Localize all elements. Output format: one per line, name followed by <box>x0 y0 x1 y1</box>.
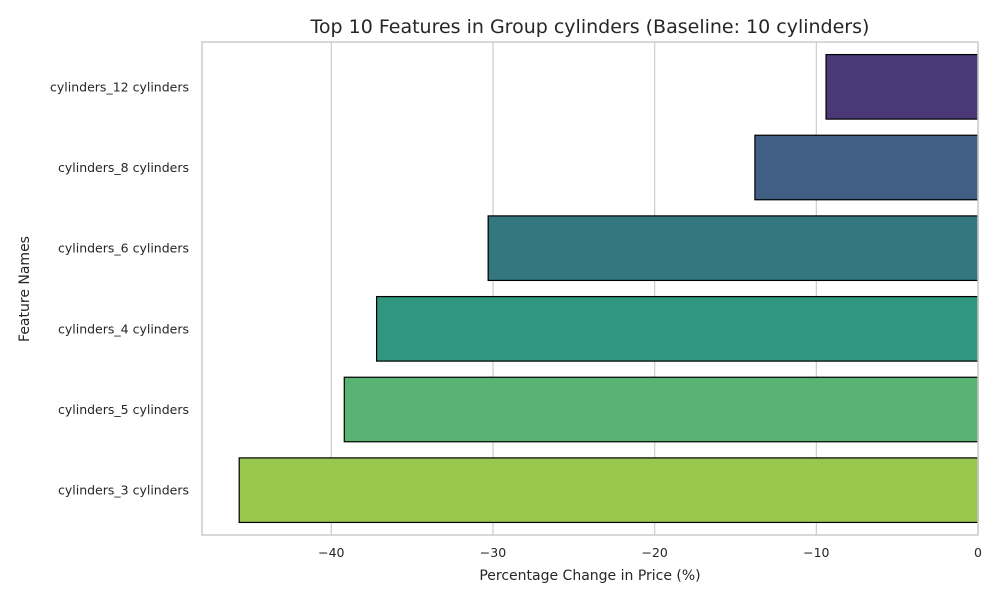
y-tick-label: cylinders_4 cylinders <box>58 321 189 336</box>
y-tick-label: cylinders_12 cylinders <box>50 79 189 94</box>
bar <box>343 376 979 443</box>
y-tick-labels: cylinders_12 cylinders cylinders_8 cylind… <box>50 79 189 497</box>
bar <box>376 295 979 362</box>
x-tick-label: −40 <box>318 545 344 560</box>
chart-title: Top 10 Features in Group cylinders (Base… <box>310 16 870 38</box>
x-tick-label: −10 <box>803 545 829 560</box>
y-tick-label: cylinders_8 cylinders <box>58 160 189 175</box>
gridlines <box>330 42 979 535</box>
bar <box>238 457 979 524</box>
bar <box>487 215 979 282</box>
x-tick-label: −20 <box>641 545 667 560</box>
x-axis-label: Percentage Change in Price (%) <box>479 568 700 584</box>
plot-frame <box>201 41 979 536</box>
bar <box>825 53 979 120</box>
x-tick-labels: −40 −30 −20 −10 0 <box>318 545 982 560</box>
y-tick-label: cylinders_6 cylinders <box>58 241 189 256</box>
x-tick-label: −30 <box>480 545 506 560</box>
y-tick-label: cylinders_3 cylinders <box>58 483 189 498</box>
bar <box>754 134 979 201</box>
bars <box>238 53 979 524</box>
y-tick-label: cylinders_5 cylinders <box>58 402 189 417</box>
x-tick-label: 0 <box>974 545 982 560</box>
y-axis-label: Feature Names <box>17 236 33 342</box>
